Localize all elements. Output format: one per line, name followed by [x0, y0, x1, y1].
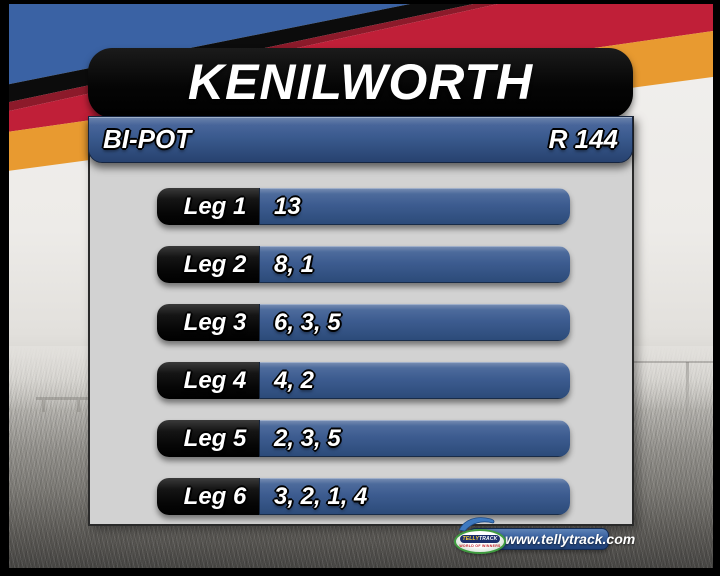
leg-selections: 2, 3, 5 — [259, 420, 570, 457]
leg-selections: 8, 1 — [259, 246, 570, 283]
leg-label: Leg 6 — [157, 478, 259, 515]
leg-selections: 4, 2 — [259, 362, 570, 399]
fence-structure — [36, 397, 88, 414]
bet-bar: BI-POT R 144 — [88, 116, 633, 163]
leg-label: Leg 3 — [157, 304, 259, 341]
tellytrack-logo-wordmark: TELLY TRACK — [459, 535, 501, 543]
leg-row: Leg 4 4, 2 — [157, 362, 570, 399]
leg-label: Leg 5 — [157, 420, 259, 457]
track-header: KENILWORTH — [88, 48, 633, 118]
leg-row: Leg 6 3, 2, 1, 4 — [157, 478, 570, 515]
logo-telly-text: TELLY — [462, 536, 479, 542]
tellytrack-footer: www.tellytrack.com TELLY TRACK WORLD OF W… — [450, 510, 635, 560]
fence-post — [686, 362, 689, 426]
leg-label: Leg 4 — [157, 362, 259, 399]
leg-row: Leg 1 13 — [157, 188, 570, 225]
leg-selections: 3, 2, 1, 4 — [259, 478, 570, 515]
tellytrack-logo-slogan: WORLD OF WINNERS — [459, 544, 501, 548]
leg-row: Leg 5 2, 3, 5 — [157, 420, 570, 457]
leg-selections: 6, 3, 5 — [259, 304, 570, 341]
race-number: R 144 — [548, 124, 618, 154]
leg-label: Leg 1 — [157, 188, 259, 225]
leg-selections: 13 — [259, 188, 570, 225]
track-name: KENILWORTH — [187, 54, 534, 110]
fence-rail — [633, 361, 713, 363]
legs-list: Leg 1 13 Leg 2 8, 1 Leg 3 6, 3, 5 Leg 4 … — [157, 188, 570, 515]
bet-type-label: BI-POT — [103, 124, 192, 154]
swoosh-icon — [458, 517, 495, 532]
tellytrack-url: www.tellytrack.com — [505, 531, 636, 547]
logo-track-text: TRACK — [478, 536, 498, 542]
leg-row: Leg 3 6, 3, 5 — [157, 304, 570, 341]
leg-label: Leg 2 — [157, 246, 259, 283]
tellytrack-logo: TELLY TRACK WORLD OF WINNERS — [454, 529, 506, 554]
leg-row: Leg 2 8, 1 — [157, 246, 570, 283]
